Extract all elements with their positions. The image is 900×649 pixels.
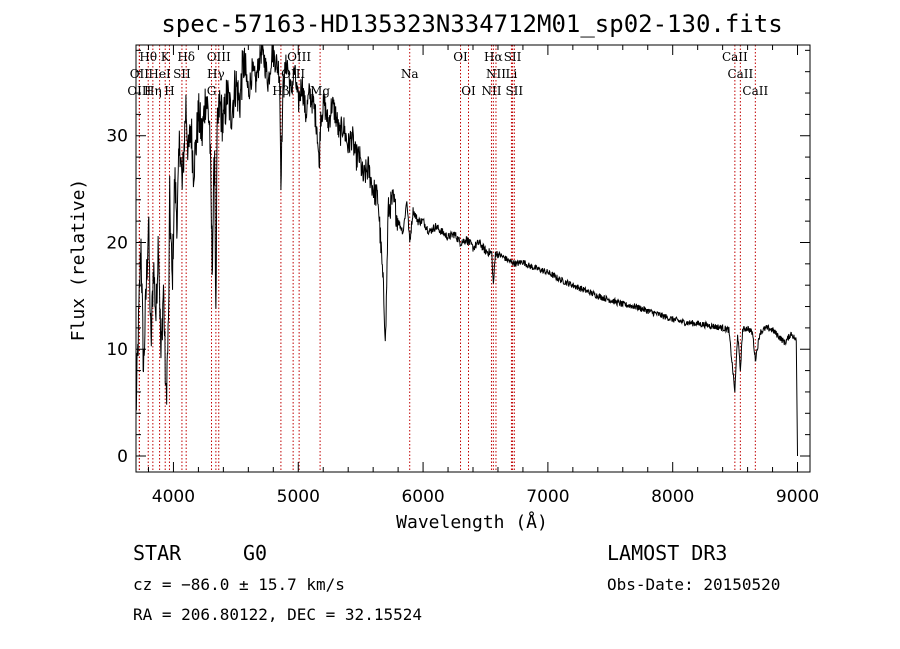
spectral-line-label: Hβ xyxy=(272,84,289,98)
spectral-line-label: OI xyxy=(461,84,476,98)
spectrum-line xyxy=(135,44,799,456)
spectral-line-label: NII xyxy=(481,84,501,98)
axis-ticks: 4000 5000 6000 7000 8000 9000 0 10 20 30 xyxy=(106,45,819,507)
plot-frame xyxy=(135,44,811,473)
spectral-line-label: CaII xyxy=(722,50,748,64)
object-class: STAR xyxy=(133,541,182,565)
redshift-cz: cz = −86.0 ± 15.7 km/s xyxy=(133,575,345,594)
survey-name: LAMOST DR3 xyxy=(607,541,727,565)
spectral-line-label: OII xyxy=(130,67,150,81)
x-tick-label: 6000 xyxy=(401,487,444,507)
spectral-line-label: OI xyxy=(453,50,468,64)
spectral-line-label: NII xyxy=(486,67,506,81)
spectral-line-label: Hα xyxy=(484,50,503,64)
y-tick-label: 30 xyxy=(106,127,128,147)
x-tick-label: 8000 xyxy=(651,487,694,507)
spectral-line-label: OIII xyxy=(207,50,231,64)
spectral-line-label: HeI xyxy=(148,67,171,81)
y-axis-label: Flux (relative) xyxy=(68,179,89,342)
spectral-line-label: Mg xyxy=(310,84,330,98)
spectral-line-label: SII xyxy=(173,67,191,81)
object-subclass: G0 xyxy=(243,541,267,565)
spectral-line-label: SII xyxy=(504,50,522,64)
chart-title: spec-57163-HD135323N334712M01_sp02-130.f… xyxy=(161,10,782,38)
spectral-line-label: G xyxy=(207,84,217,98)
x-tick-label: 9000 xyxy=(776,487,819,507)
spectral-line-label: OIII xyxy=(127,84,151,98)
spectral-line-label: CaII xyxy=(742,84,768,98)
observation-date: Obs-Date: 20150520 xyxy=(607,575,780,594)
y-tick-label: 20 xyxy=(106,233,128,253)
spectral-line-label: CaII xyxy=(727,67,753,81)
y-tick-label: 10 xyxy=(106,340,128,360)
spectral-line-label: Hη xyxy=(144,84,162,98)
spectral-line-label: Hδ xyxy=(177,50,195,64)
spectral-line-label: K xyxy=(161,50,171,64)
x-tick-label: 5000 xyxy=(277,487,320,507)
x-tick-label: 7000 xyxy=(526,487,569,507)
y-tick-label: 0 xyxy=(117,447,128,467)
x-tick-label: 4000 xyxy=(152,487,195,507)
spectral-line-label: Li xyxy=(506,67,518,81)
spectral-line-label: OIII xyxy=(287,50,311,64)
spectral-lines-layer xyxy=(138,45,756,472)
spectral-line-label: Hθ xyxy=(139,50,157,64)
spectral-line-label: Hγ xyxy=(207,67,225,81)
spectral-line-label: Na xyxy=(401,67,419,81)
x-axis-label: Wavelength (Å) xyxy=(396,511,548,533)
ra-dec: RA = 206.80122, DEC = 32.15524 xyxy=(133,605,422,624)
spectral-line-label: H xyxy=(164,84,174,98)
spectral-line-label: SII xyxy=(505,84,523,98)
